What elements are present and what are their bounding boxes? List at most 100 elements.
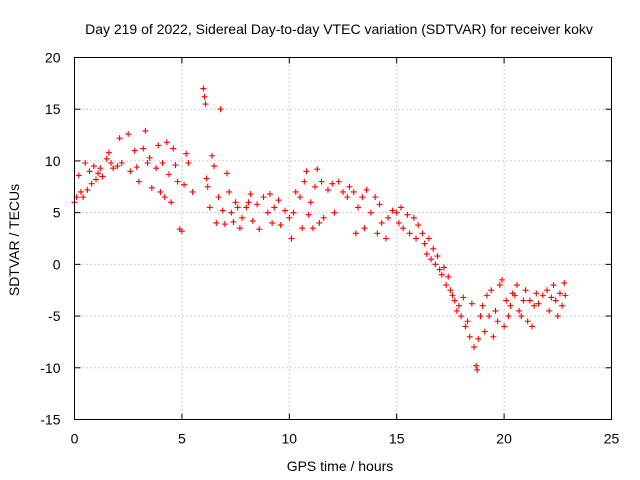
y-tick-label: -15 [40,412,60,428]
data-point [331,209,338,216]
data-point [110,165,117,172]
data-point [505,313,512,320]
data-point [266,191,273,198]
data-point [290,209,297,216]
axis-ticks: 0 5 10 15 20 25 -15 -10 -5 0 5 10 15 20 [40,50,619,447]
data-point [215,194,222,201]
data-point [468,300,475,307]
data-point [443,282,450,289]
data-point [355,204,362,211]
data-point [254,201,261,208]
data-point [436,266,443,273]
data-point [546,307,553,314]
data-point [166,171,173,178]
data-point [314,166,321,173]
data-point [492,307,499,314]
data-point [516,307,523,314]
y-tick-label: -10 [40,360,60,376]
x-axis-label: GPS time / hours [287,458,394,474]
data-point [228,209,235,216]
data-point [140,145,147,152]
data-point [445,273,452,280]
data-point [352,230,359,237]
data-point [397,204,404,211]
data-point [275,197,282,204]
data-points [71,85,569,373]
data-point [498,276,505,283]
data-point [376,201,383,208]
data-point [108,159,115,166]
data-point [488,287,495,294]
data-point [524,318,531,325]
data-point [438,271,445,278]
x-tick-label: 20 [496,431,512,447]
data-point [201,93,208,100]
data-point [172,162,179,169]
data-point [460,294,467,301]
data-point [453,307,460,314]
data-point [535,300,542,307]
data-point [425,235,432,242]
data-point [131,147,138,154]
data-point [548,294,555,301]
data-point [511,292,518,299]
data-point [421,240,428,247]
data-point [264,209,271,216]
data-point [428,256,435,263]
data-point [481,328,488,335]
data-point [395,219,402,226]
data-point [224,170,231,177]
data-point [539,292,546,299]
data-point [305,211,312,218]
data-point [247,191,254,198]
plot-frame [74,57,612,420]
data-point [483,292,490,299]
data-point [307,199,314,206]
data-point [277,222,284,229]
data-point [208,152,215,159]
data-point [556,290,563,297]
data-point [168,199,175,206]
data-point [105,149,112,156]
data-point [301,178,308,185]
data-point [367,209,374,216]
data-point [350,188,357,195]
data-point [312,183,319,190]
data-point [292,188,299,195]
data-point [118,159,125,166]
data-point [114,163,121,170]
x-tick-label: 0 [71,431,79,447]
data-point [125,131,132,138]
data-point [486,313,493,320]
data-point [170,145,177,152]
y-tick-label: -5 [48,308,61,324]
data-point [133,164,140,171]
data-point [80,194,87,201]
data-point [494,318,501,325]
data-point [550,282,557,289]
data-point [230,218,237,225]
data-point [464,318,471,325]
data-point [202,101,209,108]
data-point [239,214,246,221]
data-point [529,323,536,330]
data-point [363,186,370,193]
data-point [501,323,508,330]
data-point [189,188,196,195]
data-point [475,335,482,342]
data-point [260,194,267,201]
data-point [203,175,210,182]
data-point [531,302,538,309]
data-point [269,219,276,226]
data-point [415,222,422,229]
data-point [434,253,441,260]
data-point [410,214,417,221]
data-point [473,362,480,369]
data-point [146,154,153,161]
data-point [389,207,396,214]
data-point [245,199,252,206]
data-point [423,251,430,258]
data-point [174,178,181,185]
data-point [204,183,211,190]
